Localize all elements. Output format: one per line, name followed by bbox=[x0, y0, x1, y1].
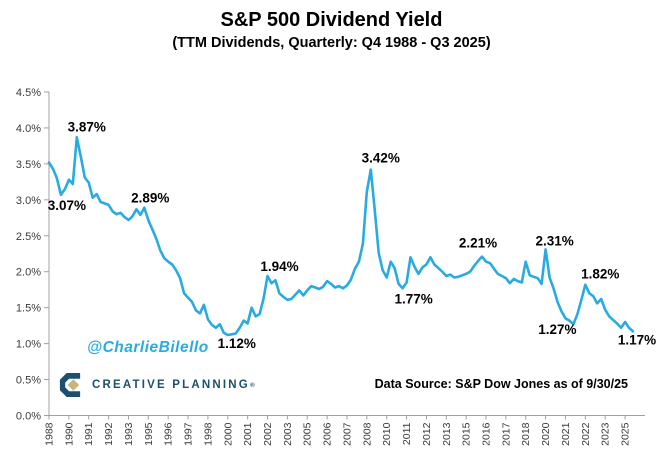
x-axis-tick-label: 2015 bbox=[461, 422, 473, 446]
x-axis-tick-label: 2022 bbox=[580, 422, 592, 446]
y-axis-tick-label: 2.0% bbox=[16, 267, 41, 279]
data-label-annotation: 1.94% bbox=[260, 259, 298, 274]
x-axis-tick-label: 2000 bbox=[222, 422, 234, 446]
creative-planning-logo: CREATIVE PLANNING ® bbox=[58, 372, 255, 398]
chart-title: S&P 500 Dividend Yield bbox=[220, 9, 443, 31]
registered-mark: ® bbox=[249, 381, 255, 389]
x-axis-tick-label: 2020 bbox=[540, 422, 552, 446]
x-axis-tick-label: 1990 bbox=[63, 422, 75, 446]
x-axis-tick-label: 1991 bbox=[83, 422, 95, 446]
x-axis-tick-label: 2003 bbox=[282, 422, 294, 446]
x-axis-tick-label: 1996 bbox=[163, 422, 175, 446]
data-label-annotation: 3.42% bbox=[362, 151, 400, 166]
data-label-annotation: 1.77% bbox=[394, 291, 432, 306]
y-axis-tick-label: 3.0% bbox=[16, 195, 41, 207]
x-axis-tick-label: 2010 bbox=[381, 422, 393, 446]
y-axis-tick-label: 3.5% bbox=[16, 159, 41, 171]
watermark-handle: @CharlieBilello bbox=[87, 339, 209, 356]
x-axis-tick-label: 1995 bbox=[143, 422, 155, 446]
y-axis-tick-label: 0.5% bbox=[16, 375, 41, 387]
x-axis-tick-label: 1993 bbox=[123, 422, 135, 446]
y-axis-tick-label: 1.0% bbox=[16, 339, 41, 351]
x-axis-tick-label: 1998 bbox=[202, 422, 214, 446]
data-label-annotation: 1.17% bbox=[618, 332, 656, 347]
y-axis-tick-label: 4.5% bbox=[16, 87, 41, 99]
x-axis-tick-label: 1997 bbox=[183, 422, 195, 446]
y-axis-tick-label: 0.0% bbox=[16, 411, 41, 423]
x-axis-tick-label: 2013 bbox=[441, 422, 453, 446]
x-axis-tick-label: 1992 bbox=[103, 422, 115, 446]
data-label-annotation: 2.89% bbox=[131, 191, 169, 206]
data-label-annotation: 2.31% bbox=[535, 233, 573, 248]
data-label-annotation: 3.87% bbox=[68, 119, 106, 134]
chart-subtitle: (TTM Dividends, Quarterly: Q4 1988 - Q3 … bbox=[172, 35, 491, 51]
creative-planning-logo-icon bbox=[59, 372, 81, 398]
dividend-yield-line bbox=[47, 136, 635, 337]
x-axis-tick-label: 2002 bbox=[262, 422, 274, 446]
data-label-annotation: 3.07% bbox=[48, 198, 86, 213]
data-label-annotation: 1.82% bbox=[581, 267, 619, 282]
x-axis-tick-label: 2006 bbox=[322, 422, 334, 446]
x-axis-tick-label: 1988 bbox=[44, 422, 56, 446]
x-axis-tick-label: 2017 bbox=[500, 422, 512, 446]
data-label-annotation: 1.12% bbox=[218, 336, 256, 351]
y-axis-tick-label: 4.0% bbox=[16, 123, 41, 135]
x-axis-tick-label: 2018 bbox=[520, 422, 532, 446]
y-axis-tick-label: 1.5% bbox=[16, 303, 41, 315]
y-axis-tick-label: 2.5% bbox=[16, 231, 41, 243]
x-axis-tick-label: 2023 bbox=[600, 422, 612, 446]
x-axis-tick-label: 2016 bbox=[481, 422, 493, 446]
x-axis-tick-label: 2007 bbox=[341, 422, 353, 446]
x-axis-tick-label: 2025 bbox=[620, 422, 632, 446]
x-axis-tick-label: 2011 bbox=[401, 422, 413, 445]
x-axis-tick-label: 2001 bbox=[242, 422, 254, 446]
x-axis-tick-label: 2005 bbox=[302, 422, 314, 446]
x-axis-tick-label: 2008 bbox=[361, 422, 373, 446]
creative-planning-logo-text: CREATIVE PLANNING bbox=[92, 379, 250, 391]
x-axis-tick-label: 2021 bbox=[560, 422, 572, 446]
data-source-note: Data Source: S&P Dow Jones as of 9/30/25 bbox=[374, 377, 628, 391]
x-axis-tick-label: 2012 bbox=[421, 422, 433, 446]
data-label-annotation: 2.21% bbox=[459, 236, 497, 251]
data-label-annotation: 1.27% bbox=[538, 322, 576, 337]
